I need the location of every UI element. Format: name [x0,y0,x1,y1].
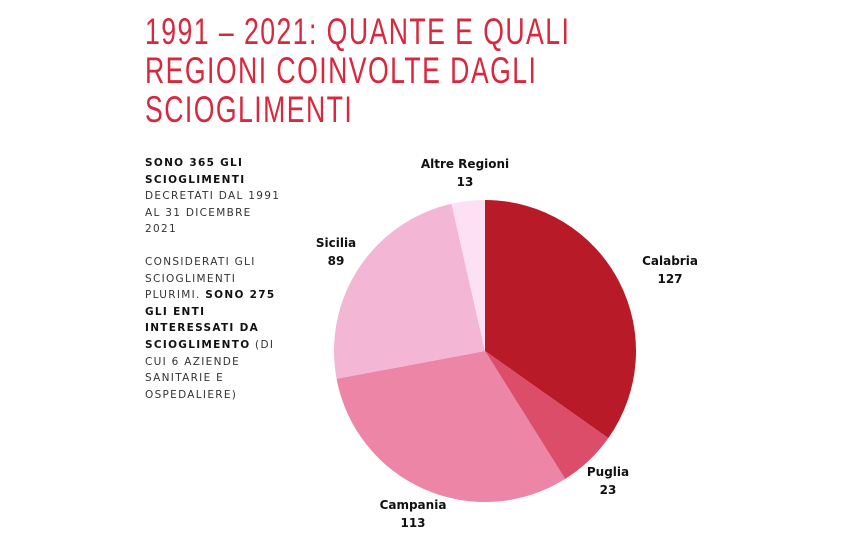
summary-text-segment: AL 31 DICEMBRE [145,206,252,219]
summary-line: SONO 365 GLI [145,155,280,172]
summary-text-segment: SANITARIE E [145,372,225,385]
summary-bold-text: SCIOGLIMENTI [145,173,246,186]
summary-line: OSPEDALIERE) [145,387,280,404]
summary-text-segment: (DI [250,338,275,351]
summary-text-segment: CUI 6 AZIENDE [145,355,241,368]
slice-value-label: 23 [600,483,617,497]
pie-slice-sicilia [334,203,485,379]
summary-bold-text: SONO 365 GLI [145,157,244,169]
summary-bold-text: INTERESSATI DA [145,322,260,335]
slice-label: Calabria [642,254,698,268]
summary-line: PLURIMI. SONO 275 [145,287,280,304]
summary-text-segment: SCIOGLIMENTI [145,272,237,285]
summary-text-segment: OSPEDALIERE) [145,388,238,401]
summary-text-segment: DECRETATI DAL 1991 [145,190,281,203]
summary-line: SANITARIE E [145,370,280,387]
summary-line: SCIOGLIMENTI [145,172,280,189]
summary-bold-text: GLI ENTI [145,305,206,318]
pie-slice-puglia [485,351,609,479]
slice-value-label: 13 [457,175,474,189]
slice-label: Puglia [587,465,629,479]
summary-text-segment: 2021 [145,223,177,236]
summary-line: AL 31 DICEMBRE [145,205,280,222]
title-line: SCIOGLIMENTI [145,89,354,130]
summary-line: DECRETATI DAL 1991 [145,188,280,205]
summary-line: 2021 [145,221,280,238]
summary-text-segment: PLURIMI. [145,289,206,302]
summary-text: SONO 365 GLI SCIOGLIMENTI DECRETATI DAL 19… [145,155,280,403]
slice-value-label: 89 [328,254,345,268]
pie-slice-altre-regioni [451,200,485,351]
slice-value-label: 113 [400,516,425,530]
slice-value-label: 127 [657,272,682,286]
summary-line: SCIOGLIMENTI [145,271,280,288]
slice-label: Campania [380,498,447,512]
title-line: 1991 – 2021: QUANTE E QUALI [145,11,571,52]
slice-label: Altre Regioni [421,157,509,171]
summary-bold-text: SONO 275 [205,289,276,302]
pie-slice-campania [336,351,566,502]
summary-bold-text: SCIOGLIMENTO [145,338,251,351]
slice-label: Sicilia [316,236,356,250]
page-title: 1991 – 2021: QUANTE E QUALI REGIONI COIN… [145,12,570,129]
summary-text-segment: CONSIDERATI GLI [145,255,256,268]
summary-line: SCIOGLIMENTO (DI [145,337,280,354]
summary-line: GLI ENTI [145,304,280,321]
summary-line: CUI 6 AZIENDE [145,354,280,371]
summary-line: INTERESSATI DA [145,320,280,337]
title-line: REGIONI COINVOLTE DAGLI [145,50,538,91]
summary-line: CONSIDERATI GLI [145,254,280,271]
pie-slice-calabria [485,200,636,439]
